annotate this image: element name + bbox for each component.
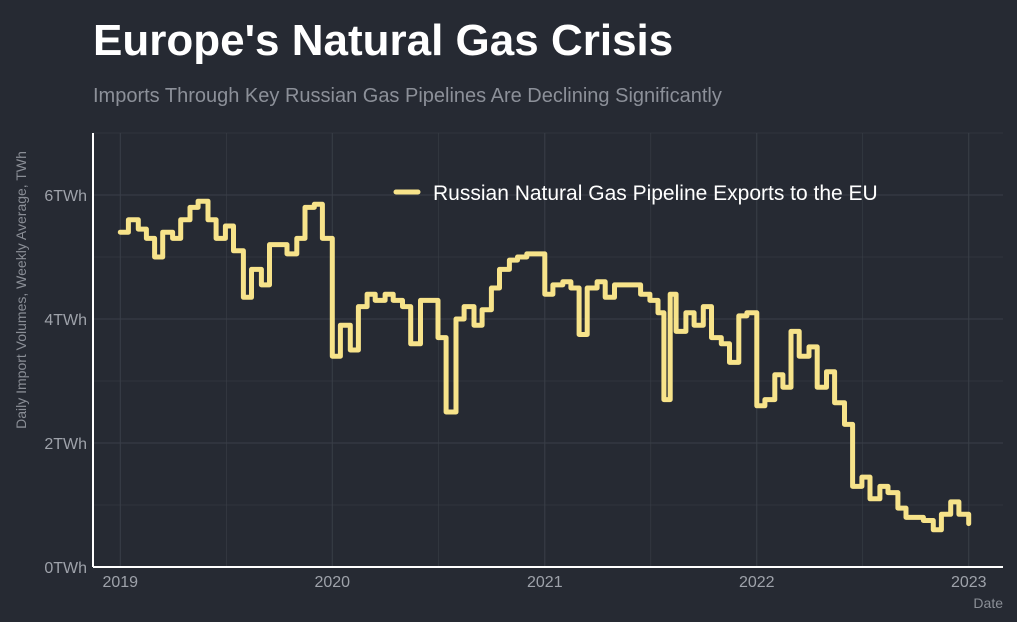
- x-tick-label: 2019: [102, 574, 138, 591]
- chart-subtitle: Imports Through Key Russian Gas Pipeline…: [93, 85, 722, 107]
- x-axis-title: Date: [973, 595, 1003, 611]
- y-tick-label: 6TWh: [44, 188, 87, 205]
- x-tick-label: 2021: [527, 574, 563, 591]
- axes: [92, 133, 1003, 568]
- y-tick-label: 4TWh: [44, 312, 87, 329]
- legend-label: Russian Natural Gas Pipeline Exports to …: [433, 182, 878, 205]
- x-tick-label: 2020: [314, 574, 350, 591]
- y-axis-title: Daily Import Volumes, Weekly Average, TW…: [13, 151, 29, 429]
- y-tick-label: 0TWh: [44, 560, 87, 577]
- series-layer: [117, 198, 972, 533]
- x-tick-label: 2022: [739, 574, 775, 591]
- y-tick-label: 2TWh: [44, 436, 87, 453]
- x-tick-labels: 2019 2020 2021 2022 2023: [102, 574, 986, 591]
- chart-title: Europe's Natural Gas Crisis: [93, 16, 674, 65]
- legend: Russian Natural Gas Pipeline Exports to …: [393, 182, 878, 205]
- y-tick-labels: 0TWh 2TWh 4TWh 6TWh: [44, 188, 87, 577]
- x-tick-label: 2023: [951, 574, 987, 591]
- series-line: [117, 198, 972, 533]
- grid: [93, 132, 1003, 567]
